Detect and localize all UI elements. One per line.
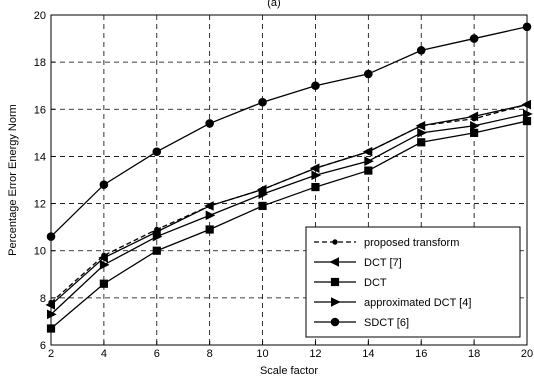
x-tick-label: 8 [207, 348, 213, 360]
series-line [50, 103, 528, 304]
legend-marker [331, 297, 341, 307]
data-point [152, 147, 162, 157]
x-tick-label: 4 [101, 348, 107, 360]
series-line [50, 113, 528, 315]
data-point [364, 156, 374, 166]
data-point [258, 201, 267, 211]
series-line [50, 120, 528, 329]
legend-marker [330, 277, 340, 287]
series-1 [45, 99, 531, 310]
plot-frame [50, 14, 528, 346]
y-axis-label: Percentage Error Energy Norm [7, 104, 19, 256]
y-tick-label: 14 [34, 151, 46, 163]
data-point [311, 182, 320, 192]
data-point [468, 111, 479, 122]
legend-label: proposed transform [364, 237, 459, 249]
data-point [521, 99, 531, 110]
chart-top-label: (a) [267, 0, 280, 9]
data-point [204, 201, 214, 211]
x-tick-label: 20 [521, 348, 533, 360]
series-line [50, 26, 528, 238]
data-point [205, 225, 214, 234]
data-point [522, 116, 532, 126]
legend-label: DCT [7] [364, 257, 402, 269]
data-point [417, 128, 427, 138]
legend-item: DCT [7] [314, 257, 402, 269]
axis-ticks: 2 4 6 8 10 12 14 16 18 20 6 8 10 12 14 16 18 20 [34, 10, 533, 360]
data-point [152, 246, 161, 255]
y-tick-label: 6 [40, 340, 46, 352]
legend-item: DCT [314, 277, 387, 289]
data-point [205, 210, 216, 221]
data-point [47, 309, 57, 320]
data-point [98, 252, 108, 263]
data-point [362, 146, 373, 157]
legend-item: SDCT [6] [314, 317, 409, 329]
data-point [205, 119, 214, 128]
data-point [46, 324, 56, 333]
data-point [311, 170, 322, 181]
data-point [415, 120, 426, 131]
x-axis-label: Scale factor [260, 365, 318, 376]
data-point [364, 69, 373, 79]
data-point [99, 279, 108, 288]
data-point [99, 180, 109, 190]
x-tick-label: 14 [362, 348, 374, 360]
data-point [416, 46, 426, 55]
x-tick-label: 18 [468, 348, 480, 360]
legend-label: DCT [364, 277, 387, 289]
data-point [417, 138, 426, 147]
data-point [46, 232, 56, 241]
y-tick-label: 8 [40, 293, 46, 305]
legend-marker [329, 257, 339, 267]
data-point [258, 97, 267, 107]
legend: proposed transform DCT [7] DCT approximated… [305, 226, 521, 338]
x-tick-label: 6 [154, 348, 160, 360]
series-3 [47, 109, 533, 320]
data-point [522, 22, 532, 32]
legend-marker [330, 317, 340, 327]
y-tick-label: 18 [34, 57, 46, 69]
data-point [523, 109, 533, 119]
data-point [45, 300, 55, 310]
data-point [152, 231, 163, 242]
data-point [99, 260, 110, 270]
legend-label: approximated DCT [4] [364, 297, 471, 309]
series-2 [46, 116, 532, 333]
x-tick-label: 10 [256, 348, 268, 360]
series-line [50, 103, 528, 306]
x-tick-label: 2 [48, 348, 54, 360]
data-point [309, 163, 320, 174]
x-tick-label: 12 [309, 348, 321, 360]
y-tick-label: 16 [34, 104, 46, 116]
data-point [258, 189, 269, 199]
data-point [364, 166, 373, 175]
data-point [469, 34, 479, 43]
legend-label: SDCT [6] [364, 317, 409, 329]
y-tick-label: 20 [34, 10, 46, 22]
y-tick-label: 10 [34, 246, 46, 258]
data-point [470, 120, 480, 131]
legend-item: proposed transform [314, 237, 459, 249]
legend-item: approximated DCT [4] [314, 297, 471, 309]
y-tick-label: 12 [34, 199, 46, 211]
x-tick-label: 16 [415, 348, 427, 360]
data-point [311, 81, 320, 91]
series-layer [45, 22, 533, 333]
legend-marker [332, 239, 338, 245]
data-point [470, 128, 479, 137]
series-4 [46, 22, 532, 241]
